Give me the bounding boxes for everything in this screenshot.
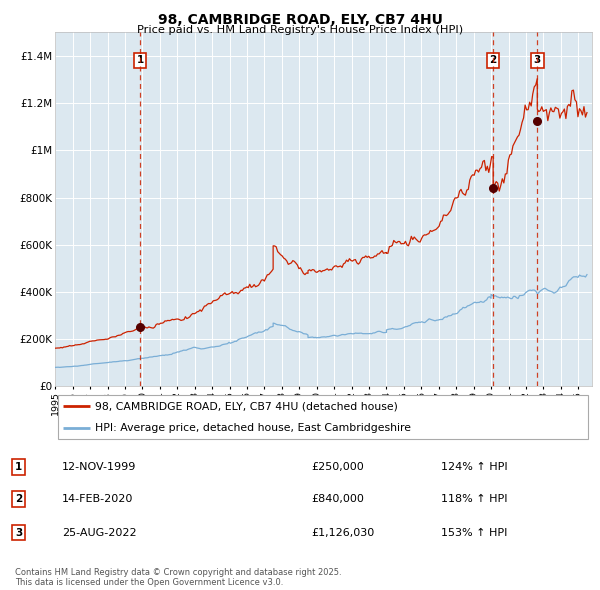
Text: 124% ↑ HPI: 124% ↑ HPI	[441, 463, 508, 472]
Text: 3: 3	[16, 527, 23, 537]
Text: £250,000: £250,000	[312, 463, 365, 472]
Text: 14-FEB-2020: 14-FEB-2020	[62, 494, 133, 504]
Text: Price paid vs. HM Land Registry's House Price Index (HPI): Price paid vs. HM Land Registry's House …	[137, 25, 463, 35]
Text: HPI: Average price, detached house, East Cambridgeshire: HPI: Average price, detached house, East…	[95, 423, 412, 433]
Text: 98, CAMBRIDGE ROAD, ELY, CB7 4HU: 98, CAMBRIDGE ROAD, ELY, CB7 4HU	[158, 13, 442, 27]
Text: 1: 1	[16, 463, 23, 472]
Text: 153% ↑ HPI: 153% ↑ HPI	[441, 527, 508, 537]
Text: Contains HM Land Registry data © Crown copyright and database right 2025.
This d: Contains HM Land Registry data © Crown c…	[15, 568, 341, 587]
Text: 1: 1	[136, 55, 144, 65]
Text: 12-NOV-1999: 12-NOV-1999	[62, 463, 136, 472]
Text: 118% ↑ HPI: 118% ↑ HPI	[441, 494, 508, 504]
Text: 98, CAMBRIDGE ROAD, ELY, CB7 4HU (detached house): 98, CAMBRIDGE ROAD, ELY, CB7 4HU (detach…	[95, 401, 398, 411]
Text: 25-AUG-2022: 25-AUG-2022	[62, 527, 136, 537]
Text: £1,126,030: £1,126,030	[312, 527, 375, 537]
Text: 2: 2	[16, 494, 23, 504]
Text: £840,000: £840,000	[312, 494, 365, 504]
Text: 2: 2	[490, 55, 497, 65]
Text: 3: 3	[533, 55, 541, 65]
FancyBboxPatch shape	[58, 395, 589, 439]
